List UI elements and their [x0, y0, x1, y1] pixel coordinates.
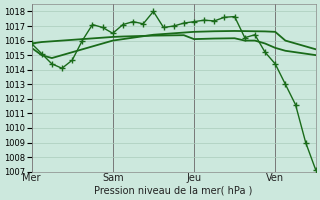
X-axis label: Pression niveau de la mer( hPa ): Pression niveau de la mer( hPa ) — [94, 186, 253, 196]
